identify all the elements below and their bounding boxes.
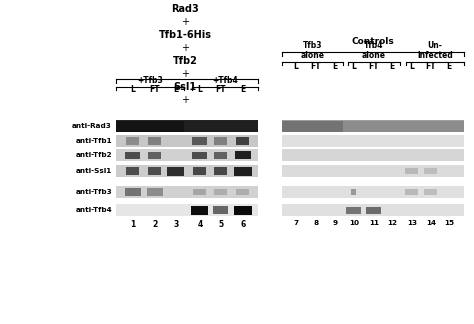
Bar	[116, 165, 258, 177]
Bar	[237, 137, 249, 145]
Bar	[282, 121, 343, 132]
Bar	[127, 167, 139, 175]
Text: FT: FT	[310, 62, 321, 71]
Bar	[126, 152, 140, 158]
Text: anti-Tfb3: anti-Tfb3	[75, 189, 112, 195]
Text: 8: 8	[313, 220, 319, 226]
Text: Ssl1: Ssl1	[173, 82, 197, 92]
Text: E: E	[240, 85, 246, 94]
Text: FT: FT	[426, 62, 436, 71]
Text: Tfb3
alone: Tfb3 alone	[301, 40, 325, 60]
Text: 10: 10	[349, 220, 359, 226]
Text: anti-Rad3: anti-Rad3	[72, 123, 112, 129]
Bar	[192, 137, 208, 145]
Bar	[125, 188, 141, 196]
Bar	[346, 206, 362, 214]
Text: +: +	[181, 69, 189, 79]
Text: 15: 15	[444, 220, 454, 226]
Bar	[116, 135, 258, 147]
Bar	[234, 167, 252, 176]
Text: 7: 7	[293, 220, 299, 226]
Text: Tfb1-6His: Tfb1-6His	[158, 30, 211, 40]
Bar	[282, 165, 464, 177]
Bar	[282, 149, 464, 161]
Text: Tfb2: Tfb2	[173, 56, 198, 66]
Text: 3: 3	[173, 220, 179, 229]
Text: anti-Tfb1: anti-Tfb1	[75, 138, 112, 144]
Text: anti-Tfb4: anti-Tfb4	[75, 207, 112, 213]
Bar	[193, 167, 207, 175]
Bar	[193, 189, 207, 195]
Text: Un-
infected: Un- infected	[417, 40, 453, 60]
Text: +Tfb3: +Tfb3	[137, 76, 163, 85]
Bar	[235, 151, 251, 159]
Text: 14: 14	[426, 220, 436, 226]
Bar	[282, 204, 464, 216]
Bar	[215, 167, 228, 175]
Bar	[425, 168, 438, 174]
Text: 9: 9	[332, 220, 337, 226]
Bar	[116, 149, 258, 161]
Text: L: L	[352, 62, 356, 71]
Bar	[215, 152, 228, 158]
Text: 13: 13	[407, 220, 417, 226]
Text: +: +	[181, 43, 189, 53]
Bar	[167, 167, 184, 176]
Bar	[148, 152, 162, 158]
Text: 12: 12	[387, 220, 397, 226]
Bar	[116, 121, 258, 132]
Text: L: L	[410, 62, 414, 71]
Text: +Tfb4: +Tfb4	[212, 76, 238, 85]
Text: FT: FT	[369, 62, 379, 71]
Bar	[116, 120, 258, 132]
Bar	[366, 206, 382, 214]
Text: FT: FT	[216, 85, 226, 94]
Text: 2: 2	[152, 220, 158, 229]
Text: FT: FT	[150, 85, 160, 94]
Bar	[148, 167, 162, 175]
Text: L: L	[130, 85, 136, 94]
Text: E: E	[447, 62, 452, 71]
Bar	[127, 137, 139, 145]
Bar	[147, 188, 163, 196]
Bar	[116, 121, 184, 132]
Bar	[282, 121, 464, 132]
Bar	[282, 135, 464, 147]
Bar	[191, 205, 209, 214]
Bar	[215, 137, 228, 145]
Bar	[192, 152, 208, 158]
Text: Controls: Controls	[352, 37, 394, 46]
Bar	[352, 189, 356, 195]
Bar	[116, 186, 258, 198]
Bar	[213, 206, 228, 214]
Text: anti-Tfb2: anti-Tfb2	[75, 152, 112, 158]
Text: L: L	[293, 62, 299, 71]
Text: +: +	[181, 17, 189, 27]
Bar	[282, 120, 464, 132]
Bar	[237, 189, 249, 195]
Text: +: +	[181, 95, 189, 105]
Bar	[116, 204, 258, 216]
Text: 11: 11	[369, 220, 379, 226]
Bar	[405, 168, 419, 174]
Text: E: E	[173, 85, 179, 94]
Text: E: E	[389, 62, 395, 71]
Text: 4: 4	[197, 220, 202, 229]
Text: 5: 5	[219, 220, 224, 229]
Bar	[215, 189, 228, 195]
Text: anti-Ssl1: anti-Ssl1	[76, 168, 112, 174]
Text: E: E	[332, 62, 337, 71]
Bar	[405, 189, 419, 195]
Bar	[425, 189, 438, 195]
Bar	[148, 137, 162, 145]
Bar	[234, 205, 252, 214]
Text: Tfb4
alone: Tfb4 alone	[362, 40, 386, 60]
Bar	[282, 186, 464, 198]
Text: L: L	[198, 85, 202, 94]
Text: Rad3: Rad3	[171, 4, 199, 14]
Text: 6: 6	[240, 220, 246, 229]
Text: 1: 1	[130, 220, 136, 229]
